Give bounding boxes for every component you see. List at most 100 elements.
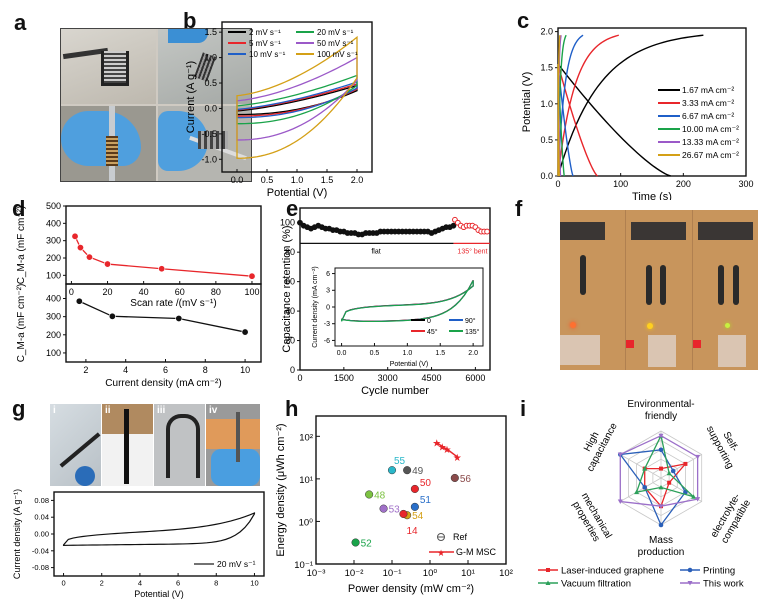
gm-msc-point: ★ — [438, 443, 447, 454]
y-tick-label: -0.5 — [201, 129, 217, 139]
charge-curve-0 — [557, 34, 704, 177]
inset-legend-label: 90° — [465, 317, 476, 325]
y-tick-label: 40 — [285, 306, 295, 316]
panel-label-i: i — [520, 396, 527, 421]
y-axis-label: Current density (mA cm⁻²) — [312, 266, 319, 348]
radar-axis-label-1: Self-supporting — [704, 419, 746, 471]
legend-label: G-M MSC — [456, 547, 496, 557]
y-tick-label: 0 — [326, 304, 330, 311]
legend-label: 10 mV s⁻¹ — [249, 50, 286, 59]
y-tick-label: 0.00 — [34, 530, 49, 539]
x-tick-label: 0 — [555, 179, 560, 189]
inset-loop-1 — [341, 280, 474, 322]
x-tick-label: 8 — [214, 579, 218, 588]
ref-point-52 — [351, 538, 360, 547]
x-tick-label: 1.5 — [321, 175, 334, 185]
ref-point-49 — [403, 466, 412, 475]
ref-label-51: 51 — [420, 495, 432, 506]
plot-frame — [315, 415, 507, 565]
y-tick-label: -0.04 — [32, 546, 49, 555]
y-axis-label: Capacitance retention (%) — [281, 225, 293, 352]
chart-i-radar: Environmental-friendly Self-supporting ele… — [538, 399, 753, 590]
y-tick-label: 100 — [46, 270, 61, 280]
x-axis-label: Power density (mW cm⁻²) — [348, 583, 474, 595]
y-tick-label: 300 — [46, 236, 61, 246]
legend-gm-marker: ★ — [437, 548, 445, 558]
x-tick-label: 0.5 — [261, 175, 274, 185]
radar-marker — [658, 433, 664, 439]
y-axis-label: Current (A g⁻¹) — [185, 61, 197, 133]
radar-marker — [691, 494, 697, 499]
charge-curve-1 — [557, 34, 619, 177]
radar-axis-label-line: Mass — [649, 535, 673, 546]
x-tick-label: 1.5 — [435, 350, 445, 357]
cv-loop-0 — [236, 84, 358, 116]
y-tick-label: 10⁻¹ — [294, 560, 313, 571]
radar-legend-label: Printing — [703, 566, 735, 577]
ref-label-52: 52 — [361, 538, 373, 549]
chart-d-capacitance: 0 20 40 60 80 100 100 200 300 400 500 Scan rate /(m… — [16, 201, 262, 389]
radar-marker — [667, 480, 672, 485]
y-tick-label: 0.0 — [204, 103, 217, 113]
ref-label-50: 50 — [420, 478, 432, 489]
plot-frame — [299, 207, 491, 371]
panel-label-c: c — [517, 8, 530, 33]
inset-loop-0 — [341, 279, 474, 322]
y-tick-label: 0.08 — [34, 496, 49, 505]
y-tick-label: 1.5 — [204, 27, 217, 37]
radar-marker — [695, 497, 701, 502]
ref-label-55: 55 — [394, 456, 406, 467]
x-axis-label: Potential (V) — [134, 589, 184, 599]
inset-legend-label: 135° — [465, 328, 480, 336]
x-tick-label: 0.0 — [337, 350, 347, 357]
y-tick-label: 500 — [46, 201, 61, 211]
x-tick-label: 6 — [163, 365, 168, 375]
x-axis-label: Cycle number — [361, 385, 429, 396]
data-point — [108, 312, 116, 320]
radar-marker — [617, 452, 623, 457]
x-tick-label: 300 — [738, 179, 753, 189]
x-tick-label: 10⁻² — [345, 568, 364, 579]
radar-marker — [695, 454, 701, 460]
x-tick-label: 2 — [83, 365, 88, 375]
ref-label-48: 48 — [374, 490, 386, 501]
x-tick-label: 0.0 — [231, 175, 244, 185]
y-tick-label: 80 — [285, 247, 295, 257]
y-tick-label: 10² — [299, 432, 313, 443]
x-tick-label: 4 — [138, 579, 142, 588]
radar-marker — [617, 499, 623, 504]
cv-loop-2 — [236, 81, 358, 119]
annotation-flat: flat — [371, 248, 380, 255]
cv-loop-5 — [236, 35, 358, 159]
x-tick-label: 1.0 — [291, 175, 304, 185]
photo-f-frame-3 — [693, 210, 758, 370]
cv-loop-4 — [236, 56, 358, 141]
x-tick-label: 10 — [240, 365, 250, 375]
x-tick-label: 6 — [176, 579, 180, 588]
x-tick-label: 0 — [69, 287, 74, 297]
y-tick-label: 100 — [280, 218, 295, 228]
chart-c-gcd-curves: 0 100 200 300 0.0 0.5 1.0 1.5 2.0 Time (s) Potenti… — [521, 27, 754, 200]
radar-marker — [658, 504, 664, 509]
x-tick-label: 2.0 — [351, 175, 364, 185]
x-tick-label: 4 — [123, 365, 128, 375]
y-tick-label: 100 — [46, 348, 61, 358]
radar-legend-marker — [545, 580, 551, 585]
x-tick-label: 100 — [244, 287, 259, 297]
data-point — [76, 244, 84, 252]
panel-label-a: a — [14, 10, 27, 35]
data-point — [71, 232, 79, 240]
y-tick-label: -6 — [324, 338, 330, 345]
radar-axis-label-line: production — [638, 547, 685, 558]
y-tick-label: 2.0 — [540, 27, 553, 37]
y-tick-label: 0.0 — [540, 171, 553, 181]
x-tick-label: 60 — [175, 287, 185, 297]
data-point — [450, 222, 457, 229]
gm-msc-point: ★ — [432, 438, 441, 449]
x-tick-label: 3000 — [378, 373, 398, 383]
y-tick-label: 0.04 — [34, 513, 49, 522]
plot-frame — [65, 283, 262, 363]
x-tick-label: 0.5 — [370, 350, 380, 357]
x-tick-label: 4500 — [422, 373, 442, 383]
